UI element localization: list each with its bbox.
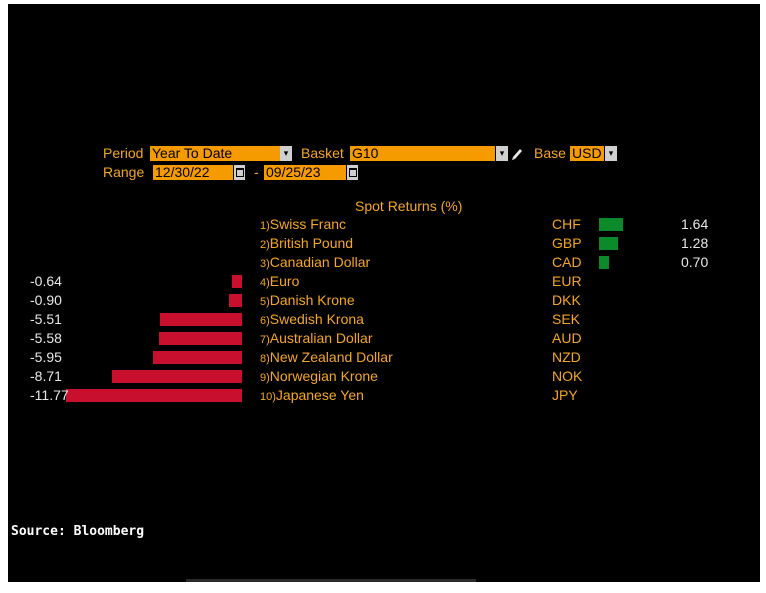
chart-row[interactable]: -8.71 9)Norwegian Krone NOK xyxy=(8,367,760,386)
currency-name[interactable]: 8)New Zealand Dollar xyxy=(260,349,393,365)
currency-code: DKK xyxy=(552,292,581,308)
currency-code: AUD xyxy=(552,330,582,346)
status-strip-middle xyxy=(186,579,476,582)
row-index: 3) xyxy=(260,258,270,270)
currency-name[interactable]: 5)Danish Krone xyxy=(260,292,355,308)
value-label: -5.95 xyxy=(30,349,62,365)
basket-select[interactable]: G10 xyxy=(350,146,495,161)
row-index: 9) xyxy=(260,372,270,384)
currency-name-text: Swedish Krona xyxy=(269,311,364,327)
currency-name[interactable]: 2)British Pound xyxy=(260,235,353,251)
period-select[interactable]: Year To Date xyxy=(150,146,280,161)
chart-bar xyxy=(153,351,242,364)
chart-row[interactable]: -5.95 8)New Zealand Dollar NZD xyxy=(8,348,760,367)
currency-name[interactable]: 10)Japanese Yen xyxy=(260,387,364,403)
row-index: 4) xyxy=(260,277,270,289)
value-label: -5.58 xyxy=(30,330,62,346)
currency-code: SEK xyxy=(552,311,581,327)
currency-code: JPY xyxy=(552,387,578,403)
currency-name[interactable]: 7)Australian Dollar xyxy=(260,330,373,346)
chart-row[interactable]: -0.64 4)Euro EUR xyxy=(8,272,760,291)
value-label: 0.70 xyxy=(681,254,709,270)
currency-name-text: Danish Krone xyxy=(269,292,355,308)
chart-row[interactable]: -0.90 5)Danish Krone DKK xyxy=(8,291,760,310)
currency-name[interactable]: 1)Swiss Franc xyxy=(260,216,346,232)
range-end-date[interactable]: 09/25/23 xyxy=(264,165,346,180)
chart-row[interactable]: 0.70 3)Canadian Dollar CAD xyxy=(8,253,760,272)
chart-row[interactable]: 1.28 2)British Pound GBP xyxy=(8,234,760,253)
currency-code: NZD xyxy=(552,349,581,365)
base-dropdown-icon[interactable]: ▾ xyxy=(605,146,617,161)
chart-bar xyxy=(111,370,242,383)
chart-bar xyxy=(232,275,242,288)
value-label: -5.51 xyxy=(30,311,62,327)
currency-code: NOK xyxy=(552,368,583,384)
chart-row[interactable]: 1.64 1)Swiss Franc CHF xyxy=(8,215,760,234)
row-index: 8) xyxy=(260,353,270,365)
basket-label: Basket xyxy=(301,145,344,161)
basket-dropdown-icon[interactable]: ▾ xyxy=(496,146,508,161)
range-start-date[interactable]: 12/30/22 xyxy=(153,165,233,180)
chart-bar xyxy=(599,256,610,269)
currency-name[interactable]: 6)Swedish Krona xyxy=(260,311,364,327)
currency-name-text: British Pound xyxy=(269,235,354,251)
currency-code: CHF xyxy=(552,216,581,232)
row-index: 5) xyxy=(260,296,270,308)
calendar-icon[interactable] xyxy=(347,165,358,180)
chart-row[interactable]: -11.77 10)Japanese Yen JPY xyxy=(8,386,760,405)
value-label: 1.28 xyxy=(681,235,709,251)
chart-bar xyxy=(159,313,242,326)
row-index: 7) xyxy=(260,334,270,346)
row-index: 2) xyxy=(260,239,270,251)
currency-code: EUR xyxy=(552,273,582,289)
currency-name-text: Norwegian Krone xyxy=(269,368,378,384)
currency-name-text: Canadian Dollar xyxy=(269,254,371,270)
currency-name-text: Swiss Franc xyxy=(269,216,347,232)
terminal-screen: Period Year To Date ▾ Basket G10 ▾ Base … xyxy=(8,4,760,582)
calendar-icon[interactable] xyxy=(234,165,245,180)
chart-title: Spot Returns (%) xyxy=(355,198,463,214)
value-label: -0.64 xyxy=(30,273,62,289)
chart-row[interactable]: -5.51 6)Swedish Krona SEK xyxy=(8,310,760,329)
currency-name-text: Australian Dollar xyxy=(269,330,373,346)
currency-name[interactable]: 9)Norwegian Krone xyxy=(260,368,378,384)
chart-bar xyxy=(599,237,618,250)
currency-name[interactable]: 4)Euro xyxy=(260,273,299,289)
currency-name-text: Japanese Yen xyxy=(275,387,364,403)
chart-row[interactable]: -5.58 7)Australian Dollar AUD xyxy=(8,329,760,348)
period-dropdown-icon[interactable]: ▾ xyxy=(280,146,292,161)
status-strip-left xyxy=(8,579,186,582)
currency-code: CAD xyxy=(552,254,582,270)
status-strip-right xyxy=(476,579,760,582)
range-label: Range xyxy=(103,164,145,180)
row-index: 1) xyxy=(260,220,270,232)
source-note: Source: Bloomberg xyxy=(11,524,145,539)
currency-name-text: Euro xyxy=(269,273,300,289)
value-label: -8.71 xyxy=(30,368,62,384)
currency-name-text: New Zealand Dollar xyxy=(269,349,393,365)
value-label: -0.90 xyxy=(30,292,62,308)
row-index: 10) xyxy=(260,391,276,403)
currency-code: GBP xyxy=(552,235,582,251)
chart-bar xyxy=(599,218,623,231)
base-currency-select[interactable]: USD xyxy=(570,146,604,161)
value-label: -11.77 xyxy=(30,387,69,403)
period-label: Period xyxy=(103,145,144,161)
base-label: Base xyxy=(534,145,566,161)
currency-name[interactable]: 3)Canadian Dollar xyxy=(260,254,370,270)
chart-bar xyxy=(228,294,242,307)
value-label: 1.64 xyxy=(681,216,709,232)
range-separator: - xyxy=(254,164,259,180)
pencil-edit-icon[interactable] xyxy=(510,145,524,161)
chart-bar xyxy=(66,389,242,402)
chart-bar xyxy=(158,332,242,345)
row-index: 6) xyxy=(260,315,270,327)
